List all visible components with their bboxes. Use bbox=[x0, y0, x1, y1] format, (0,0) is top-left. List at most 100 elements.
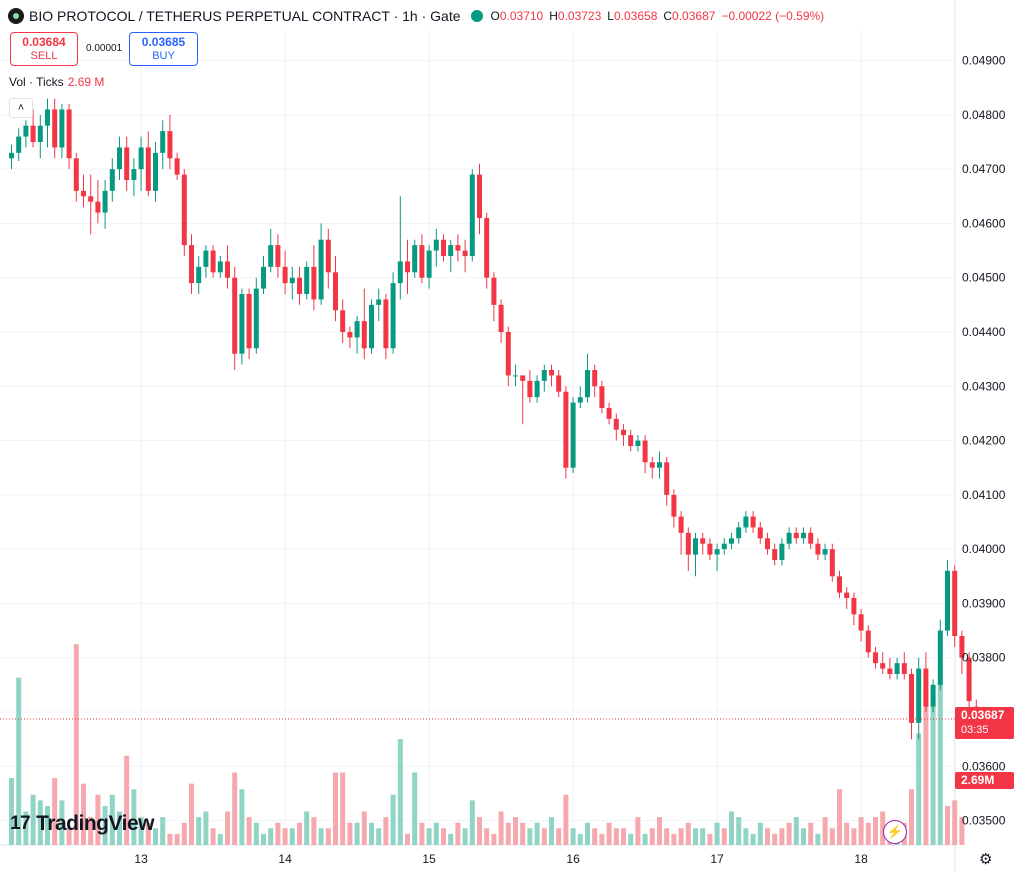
candle-body bbox=[757, 527, 763, 539]
candle-body bbox=[412, 245, 418, 273]
volume-bar bbox=[376, 828, 382, 845]
candle bbox=[613, 413, 619, 441]
candle bbox=[678, 511, 684, 555]
candle-body bbox=[801, 532, 806, 539]
candle bbox=[549, 364, 554, 387]
candle-body bbox=[484, 218, 490, 278]
candle bbox=[73, 152, 79, 202]
y-tick-label: 0.03800 bbox=[962, 651, 1006, 665]
candle-body bbox=[563, 391, 569, 468]
candle bbox=[801, 527, 806, 544]
candle-body bbox=[52, 109, 58, 148]
gear-icon[interactable]: ⚙ bbox=[979, 851, 993, 868]
candle-body bbox=[649, 462, 655, 468]
candle-body bbox=[196, 266, 202, 284]
candle-body bbox=[837, 576, 842, 593]
volume-bar bbox=[131, 789, 137, 845]
candle-body bbox=[210, 250, 216, 273]
candle bbox=[225, 245, 230, 289]
candle-body bbox=[714, 549, 720, 555]
candle-body bbox=[685, 532, 691, 555]
candle-body bbox=[59, 109, 65, 148]
candle bbox=[894, 657, 900, 680]
volume-bar bbox=[433, 822, 439, 845]
volume-bar bbox=[844, 822, 850, 845]
buy-button[interactable]: 0.03685 BUY bbox=[129, 32, 198, 66]
sell-button[interactable]: 0.03684 SELL bbox=[10, 32, 78, 66]
candle bbox=[174, 152, 180, 180]
candle bbox=[59, 104, 65, 159]
volume-bar bbox=[642, 833, 648, 845]
candle-body bbox=[534, 380, 540, 398]
candle-body bbox=[37, 125, 43, 142]
candle bbox=[102, 180, 108, 229]
volume-bar bbox=[707, 833, 713, 845]
candle bbox=[45, 98, 50, 148]
candle bbox=[498, 299, 504, 343]
candle-body bbox=[693, 538, 698, 555]
candle-body bbox=[513, 375, 518, 377]
volume-bar bbox=[685, 822, 691, 845]
candle bbox=[181, 169, 187, 256]
candle-body bbox=[145, 147, 151, 191]
candle-body bbox=[952, 570, 958, 636]
volume-bar bbox=[606, 822, 612, 845]
candle-body bbox=[419, 245, 425, 278]
candle-body bbox=[433, 239, 439, 251]
candle bbox=[131, 158, 137, 197]
sell-price: 0.03684 bbox=[22, 35, 66, 49]
lightning-icon[interactable]: ⚡ bbox=[883, 820, 907, 844]
candle bbox=[873, 646, 878, 669]
volume-bar bbox=[664, 828, 670, 845]
candle bbox=[779, 538, 785, 566]
volume-bar bbox=[491, 833, 497, 845]
candle bbox=[628, 429, 634, 452]
volume-legend-label: Vol · Ticks bbox=[9, 75, 64, 89]
candle bbox=[952, 565, 958, 647]
volume-bar bbox=[837, 789, 842, 845]
candle bbox=[37, 114, 43, 159]
candle bbox=[210, 245, 216, 278]
tradingview-logo[interactable]: 17 TradingView bbox=[10, 812, 154, 836]
volume-bar bbox=[217, 833, 223, 845]
volume-legend[interactable]: Vol · Ticks 2.69 M bbox=[9, 75, 104, 89]
candle bbox=[95, 180, 101, 224]
time-axis[interactable]: 13 14 15 16 17 18 bbox=[134, 852, 868, 866]
candle bbox=[81, 174, 86, 208]
symbol-title[interactable]: BIO PROTOCOL / TETHERUS PERPETUAL CONTRA… bbox=[29, 8, 461, 24]
candle bbox=[750, 511, 756, 533]
candle bbox=[30, 109, 36, 148]
volume-bar bbox=[16, 677, 22, 845]
candle-body bbox=[325, 239, 331, 273]
candle-body bbox=[261, 266, 266, 289]
candle-body bbox=[923, 668, 929, 707]
candle-body bbox=[138, 147, 144, 170]
candle bbox=[138, 136, 144, 191]
candle-body bbox=[397, 261, 403, 284]
candle bbox=[88, 174, 94, 235]
candle bbox=[772, 543, 778, 566]
volume-bar bbox=[441, 828, 446, 845]
candle-body bbox=[246, 294, 252, 349]
candle-body bbox=[707, 543, 713, 555]
high-label: H bbox=[549, 9, 558, 23]
candle bbox=[664, 456, 670, 506]
candle bbox=[563, 386, 569, 479]
sell-label: SELL bbox=[30, 50, 58, 62]
candle bbox=[844, 587, 850, 609]
candle-body bbox=[297, 277, 302, 294]
chevron-up-icon[interactable]: ˄ bbox=[9, 98, 33, 118]
volume-bar bbox=[822, 817, 828, 845]
candlesticks bbox=[9, 98, 979, 740]
volume-bar bbox=[361, 811, 367, 845]
volume-bar bbox=[484, 828, 490, 845]
candle-body bbox=[405, 261, 410, 273]
candle-body bbox=[361, 321, 367, 349]
volume-bar bbox=[880, 811, 886, 845]
volume-bar bbox=[23, 811, 29, 845]
candle bbox=[426, 245, 432, 289]
volume-bar bbox=[181, 822, 187, 845]
candle-body bbox=[477, 174, 482, 218]
candle bbox=[556, 370, 562, 398]
